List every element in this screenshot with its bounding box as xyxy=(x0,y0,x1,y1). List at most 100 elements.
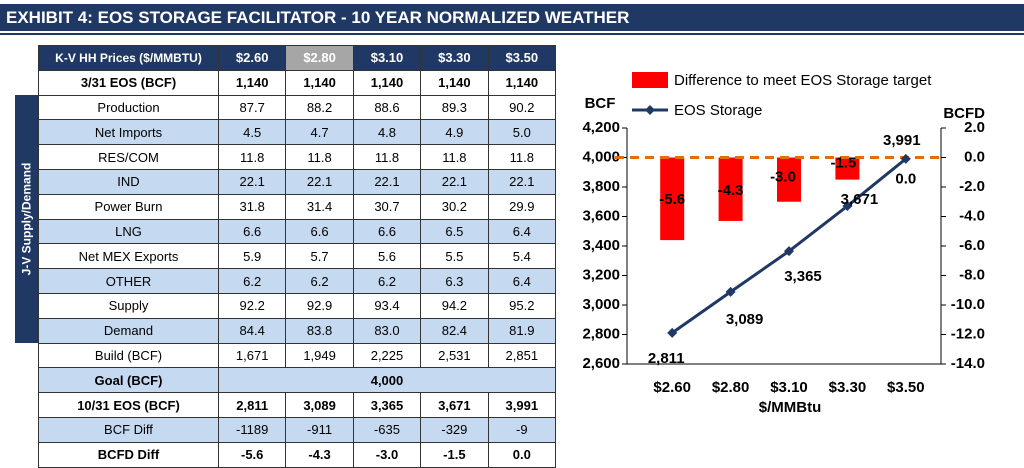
table-cell: 5.6 xyxy=(352,243,422,270)
y2-tick-label: -2.0 xyxy=(959,178,985,195)
rule xyxy=(0,33,1024,35)
y2-tick-label: -4.0 xyxy=(959,207,985,224)
line-value-label: 3,089 xyxy=(726,311,764,328)
line-marker xyxy=(900,153,911,164)
side-label: J-V Supply/Demand xyxy=(15,94,38,343)
y-tick-label: 3,800 xyxy=(582,178,620,195)
y2-axis-title: BCFD xyxy=(943,105,985,122)
table-cell: 1,140 xyxy=(487,69,556,96)
table-cell: 92.2 xyxy=(218,293,287,319)
table-cell: 5.0 xyxy=(487,119,556,146)
table-cell: 84.4 xyxy=(218,317,287,344)
table-cell: 6.4 xyxy=(487,268,556,294)
table-cell: 6.5 xyxy=(420,218,489,245)
table-cell: 81.9 xyxy=(487,317,556,344)
bar-value-label: -3.0 xyxy=(770,169,796,186)
table-cell: 22.1 xyxy=(285,169,354,195)
legend-label: Difference to meet EOS Storage target xyxy=(674,72,932,89)
y-tick-label: 4,000 xyxy=(582,148,620,165)
table-cell: 1,949 xyxy=(285,342,354,369)
table-cell: 1,140 xyxy=(352,69,422,96)
legend-label: EOS Storage xyxy=(674,102,762,119)
y2-tick-label: -8.0 xyxy=(959,266,985,283)
bar xyxy=(660,157,685,241)
table-cell: 6.3 xyxy=(420,268,489,294)
column-header: $3.30 xyxy=(420,45,489,71)
line-value-label: 3,671 xyxy=(841,191,879,208)
exhibit-title: EXHIBIT 4: EOS STORAGE FACILITATOR - 10 … xyxy=(0,4,1024,31)
y-axis-title: BCF xyxy=(585,95,616,112)
line-marker xyxy=(842,201,853,212)
y-tick-label: 3,000 xyxy=(582,296,620,313)
row-label: Build (BCF) xyxy=(38,342,219,369)
y-tick-label: 2,800 xyxy=(582,325,620,342)
table-cell: -3.0 xyxy=(352,441,422,468)
y2-tick-label: 0.0 xyxy=(964,148,985,165)
row-label: Net Imports xyxy=(38,119,219,146)
x-tick-label: $2.80 xyxy=(712,379,750,396)
table-cell: -911 xyxy=(285,417,354,443)
table-cell: 6.2 xyxy=(352,268,422,294)
table-cell: -1189 xyxy=(218,417,287,443)
bar xyxy=(835,157,860,180)
legend-swatch xyxy=(645,105,655,115)
table-cell: 88.2 xyxy=(285,94,354,121)
x-tick-label: $3.30 xyxy=(829,379,867,396)
y2-tick-label: 2.0 xyxy=(964,119,985,136)
table-cell: 3,671 xyxy=(420,392,489,418)
table-cell: 5.7 xyxy=(285,243,354,270)
bar-value-label: -5.6 xyxy=(659,191,685,208)
table-cell: 6.6 xyxy=(352,218,422,245)
table-cell: 87.7 xyxy=(218,94,287,121)
row-label: OTHER xyxy=(38,268,219,294)
y-tick-label: 3,200 xyxy=(582,266,620,283)
table-cell: 3,089 xyxy=(285,392,354,418)
table-cell: 22.1 xyxy=(420,169,489,195)
table-cell: 29.9 xyxy=(487,193,556,220)
table-cell: 30.2 xyxy=(420,193,489,220)
table-cell: -4.3 xyxy=(285,441,354,468)
line-value-label: 3,365 xyxy=(784,268,822,285)
table-cell: 5.9 xyxy=(218,243,287,270)
table-cell: 88.6 xyxy=(352,94,422,121)
y2-tick-label: -10.0 xyxy=(951,296,985,313)
row-label: Goal (BCF) xyxy=(38,367,219,394)
bar-value-label: -4.3 xyxy=(718,182,744,199)
bar-value-label: -1.5 xyxy=(830,155,856,172)
table-cell: 1,140 xyxy=(285,69,354,96)
row-label: Supply xyxy=(38,293,219,319)
table-cell: 82.4 xyxy=(420,317,489,344)
table-cell: 5.5 xyxy=(420,243,489,270)
table-cell: -635 xyxy=(352,417,422,443)
table-cell: 11.8 xyxy=(218,144,287,170)
column-header: $2.80 xyxy=(285,45,354,71)
table-cell: 22.1 xyxy=(487,169,556,195)
y2-tick-label: -14.0 xyxy=(951,355,985,372)
legend-swatch xyxy=(632,72,668,88)
line-marker xyxy=(784,246,794,257)
y2-tick-label: -12.0 xyxy=(951,325,985,342)
table-cell: 2,531 xyxy=(420,342,489,369)
bar xyxy=(718,157,743,221)
column-header: $3.10 xyxy=(352,45,422,71)
x-tick-label: $3.10 xyxy=(770,379,808,396)
table-cell: -9 xyxy=(487,417,556,443)
bar-value-label: 0.0 xyxy=(895,170,916,187)
line-value-label: 2,811 xyxy=(648,350,685,367)
column-header: $2.60 xyxy=(218,45,287,71)
row-label: Production xyxy=(38,94,219,121)
y-tick-label: 3,600 xyxy=(582,207,620,224)
y-tick-label: 4,200 xyxy=(582,119,620,136)
x-tick-label: $2.60 xyxy=(653,379,691,396)
x-tick-label: $3.50 xyxy=(887,379,925,396)
table-cell: 11.8 xyxy=(420,144,489,170)
bar xyxy=(777,157,801,202)
y-tick-label: 3,400 xyxy=(582,237,620,254)
line-value-label: 3,991 xyxy=(883,132,921,149)
table-cell: 2,851 xyxy=(487,342,556,369)
table-cell: 5.4 xyxy=(487,243,556,270)
y-tick-label: 2,600 xyxy=(582,355,620,372)
table-cell: 22.1 xyxy=(218,169,287,195)
